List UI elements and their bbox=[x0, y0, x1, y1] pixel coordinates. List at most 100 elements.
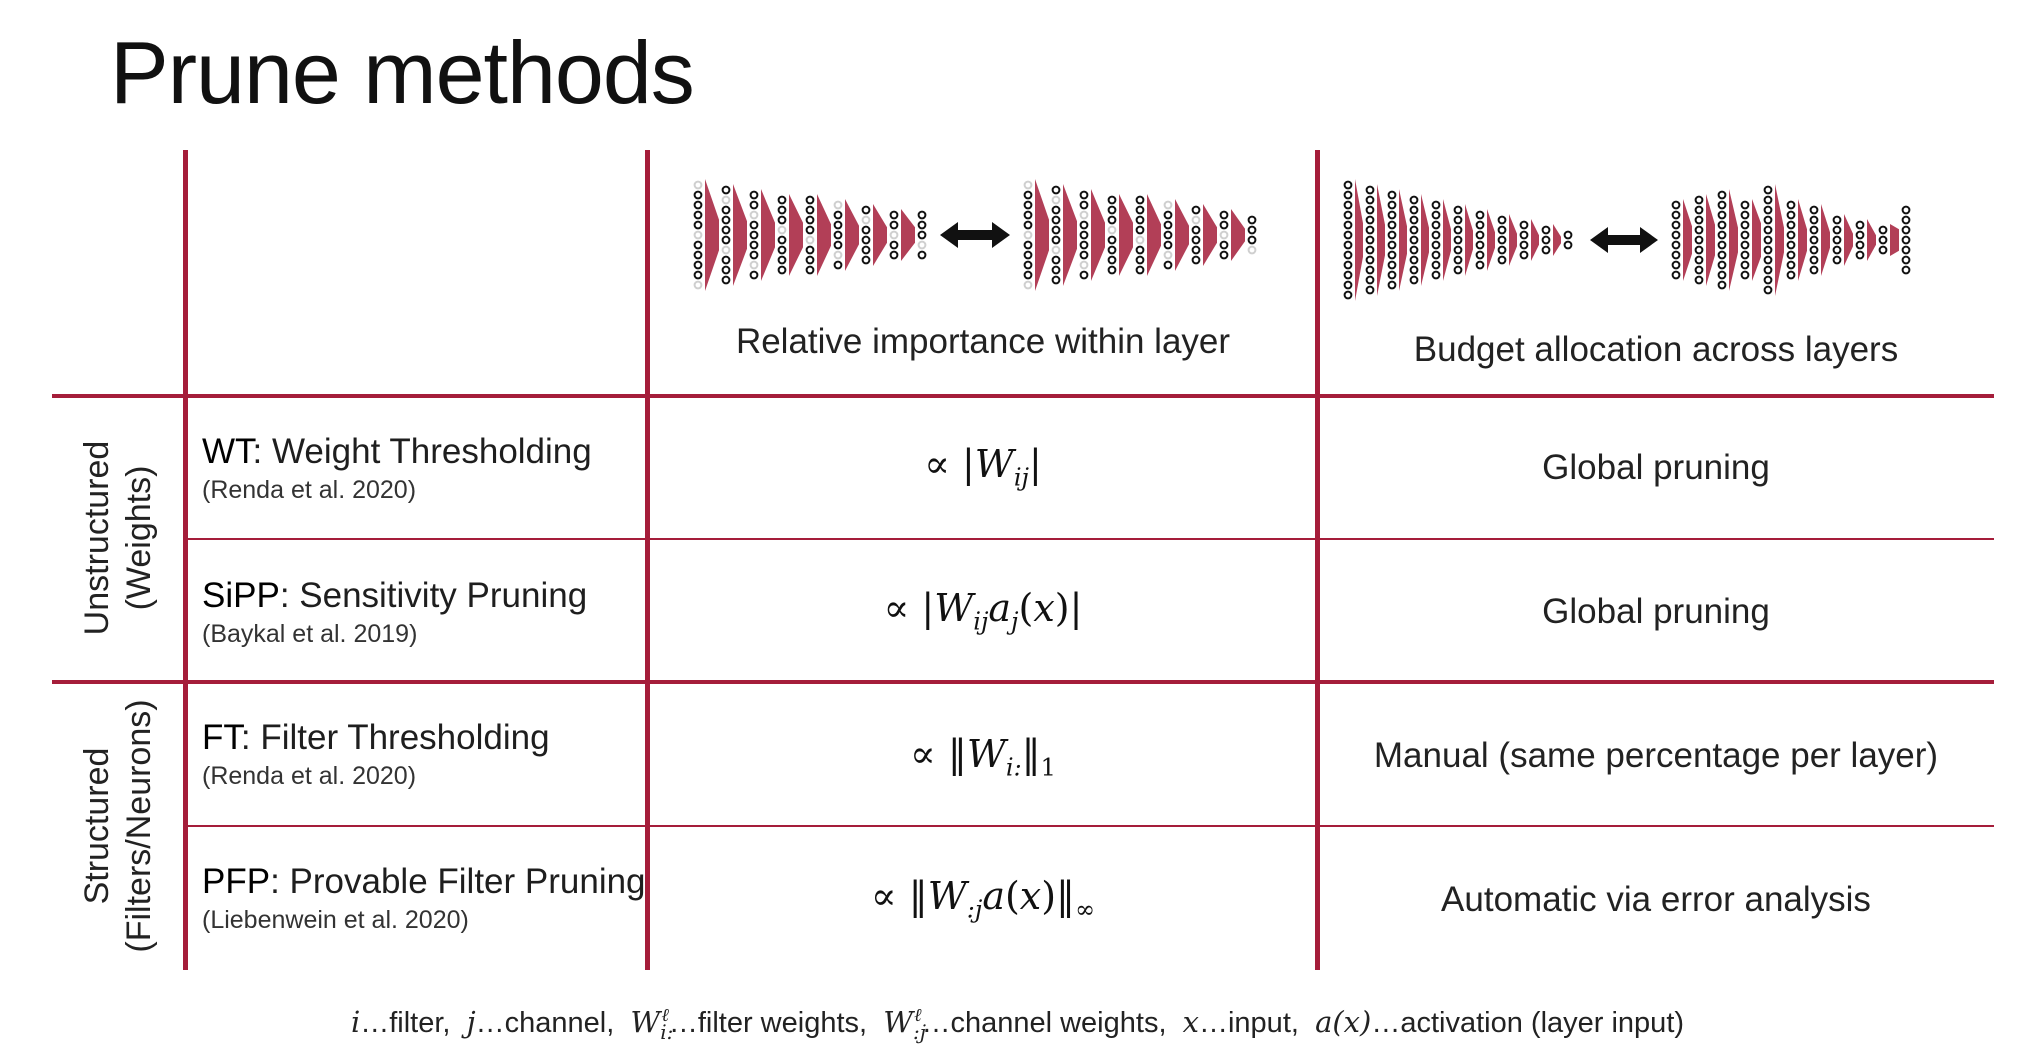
group-label-unstructured: Unstructured (Weights) bbox=[78, 440, 158, 636]
neuron-node bbox=[1365, 205, 1375, 215]
group-label-structured: Structured (Filters/Neurons) bbox=[78, 699, 158, 953]
neuron-node bbox=[1023, 180, 1033, 190]
formula-pfp: ∝ ‖W:ja(x)‖∞ bbox=[870, 874, 1096, 924]
neuron-node bbox=[721, 255, 731, 265]
neuron-node bbox=[749, 250, 759, 260]
neuron-node bbox=[1671, 230, 1681, 240]
neuron-node bbox=[1051, 245, 1061, 255]
neuron-node bbox=[1135, 195, 1145, 205]
neuron-node bbox=[1219, 210, 1229, 220]
neuron-node bbox=[1740, 270, 1750, 280]
neuron-node bbox=[1832, 215, 1842, 225]
neuron-node bbox=[917, 220, 927, 230]
neuron-node bbox=[693, 230, 703, 240]
neuron-node bbox=[861, 235, 871, 245]
neuron-node bbox=[1475, 260, 1485, 270]
neuron-node bbox=[1431, 250, 1441, 260]
neuron-node bbox=[1901, 205, 1911, 215]
table-divider bbox=[188, 538, 1994, 540]
neuron-node bbox=[721, 245, 731, 255]
neuron-node bbox=[1051, 235, 1061, 245]
layer-connection bbox=[1683, 199, 1692, 281]
layer-connection bbox=[1706, 194, 1715, 286]
neuron-node bbox=[1763, 225, 1773, 235]
table-divider bbox=[645, 150, 650, 970]
neuron-node bbox=[917, 230, 927, 240]
neuron-node bbox=[1051, 195, 1061, 205]
neuron-node bbox=[1343, 230, 1353, 240]
neuron-node bbox=[1023, 250, 1033, 260]
neuron-node bbox=[1135, 205, 1145, 215]
neuron-node bbox=[1051, 205, 1061, 215]
neuron-node bbox=[805, 205, 815, 215]
neuron-node bbox=[1694, 205, 1704, 215]
neuron-node bbox=[1343, 290, 1353, 300]
neuron-node bbox=[1671, 260, 1681, 270]
neuron-node bbox=[889, 240, 899, 250]
layer-connection bbox=[1752, 199, 1761, 281]
neuron-node bbox=[1497, 225, 1507, 235]
neuron-node bbox=[1541, 225, 1551, 235]
method-reference: (Liebenwein et al. 2020) bbox=[202, 906, 469, 934]
neuron-node bbox=[693, 240, 703, 250]
neuron-node bbox=[1409, 245, 1419, 255]
neuron-node bbox=[1763, 185, 1773, 195]
neuron-node bbox=[1051, 255, 1061, 265]
neuron-node bbox=[1453, 235, 1463, 245]
neuron-node bbox=[1023, 280, 1033, 290]
layer-connection bbox=[901, 209, 915, 261]
neuron-node bbox=[1387, 240, 1397, 250]
formula-wt: ∝ |Wij| bbox=[924, 442, 1042, 492]
notation-legend: i…filter, j…channel, Wi:ℓ…filter weights… bbox=[350, 1005, 1685, 1044]
neuron-node bbox=[1051, 215, 1061, 225]
neuron-node bbox=[1191, 215, 1201, 225]
neuron-node bbox=[1475, 250, 1485, 260]
neuron-node bbox=[1387, 210, 1397, 220]
neuron-node bbox=[1901, 235, 1911, 245]
neuron-node bbox=[1107, 225, 1117, 235]
neuron-node bbox=[833, 230, 843, 240]
neuron-node bbox=[1671, 200, 1681, 210]
neuron-node bbox=[1453, 205, 1463, 215]
layer-connection bbox=[817, 194, 831, 276]
neuron-node bbox=[889, 250, 899, 260]
neuron-node bbox=[693, 210, 703, 220]
neuron-node bbox=[1343, 180, 1353, 190]
neuron-node bbox=[1079, 240, 1089, 250]
neuron-node bbox=[1694, 275, 1704, 285]
neuron-node bbox=[805, 215, 815, 225]
neuron-node bbox=[1671, 240, 1681, 250]
neuron-node bbox=[1409, 265, 1419, 275]
relative-importance-diagram bbox=[693, 179, 1257, 291]
neuron-node bbox=[1135, 255, 1145, 265]
neuron-node bbox=[777, 205, 787, 215]
layer-connection bbox=[1465, 204, 1473, 276]
neuron-node bbox=[721, 225, 731, 235]
layer-connection bbox=[1509, 214, 1517, 266]
layer-connection bbox=[1867, 219, 1876, 261]
neuron-node bbox=[721, 215, 731, 225]
neuron-node bbox=[1497, 215, 1507, 225]
neuron-node bbox=[1740, 210, 1750, 220]
neuron-node bbox=[1832, 235, 1842, 245]
neuron-node bbox=[1163, 260, 1173, 270]
layer-connection bbox=[1487, 209, 1495, 271]
neuron-node bbox=[1023, 210, 1033, 220]
neuron-node bbox=[1763, 235, 1773, 245]
neuron-node bbox=[861, 205, 871, 215]
neuron-node bbox=[1763, 195, 1773, 205]
neuron-node bbox=[805, 235, 815, 245]
neuron-node bbox=[1475, 240, 1485, 250]
neuron-node bbox=[1135, 225, 1145, 235]
neuron-node bbox=[749, 210, 759, 220]
layer-connection bbox=[1821, 204, 1830, 276]
neuron-node bbox=[833, 200, 843, 210]
neuron-node bbox=[693, 280, 703, 290]
neuron-node bbox=[1475, 220, 1485, 230]
neuron-node bbox=[1786, 230, 1796, 240]
neuron-node bbox=[1855, 250, 1865, 260]
method-ft: FT: Filter Thresholding (Renda et al. 20… bbox=[202, 718, 550, 790]
layer-connection bbox=[789, 194, 803, 276]
layer-connection bbox=[1377, 184, 1385, 296]
neuron-node bbox=[1541, 235, 1551, 245]
